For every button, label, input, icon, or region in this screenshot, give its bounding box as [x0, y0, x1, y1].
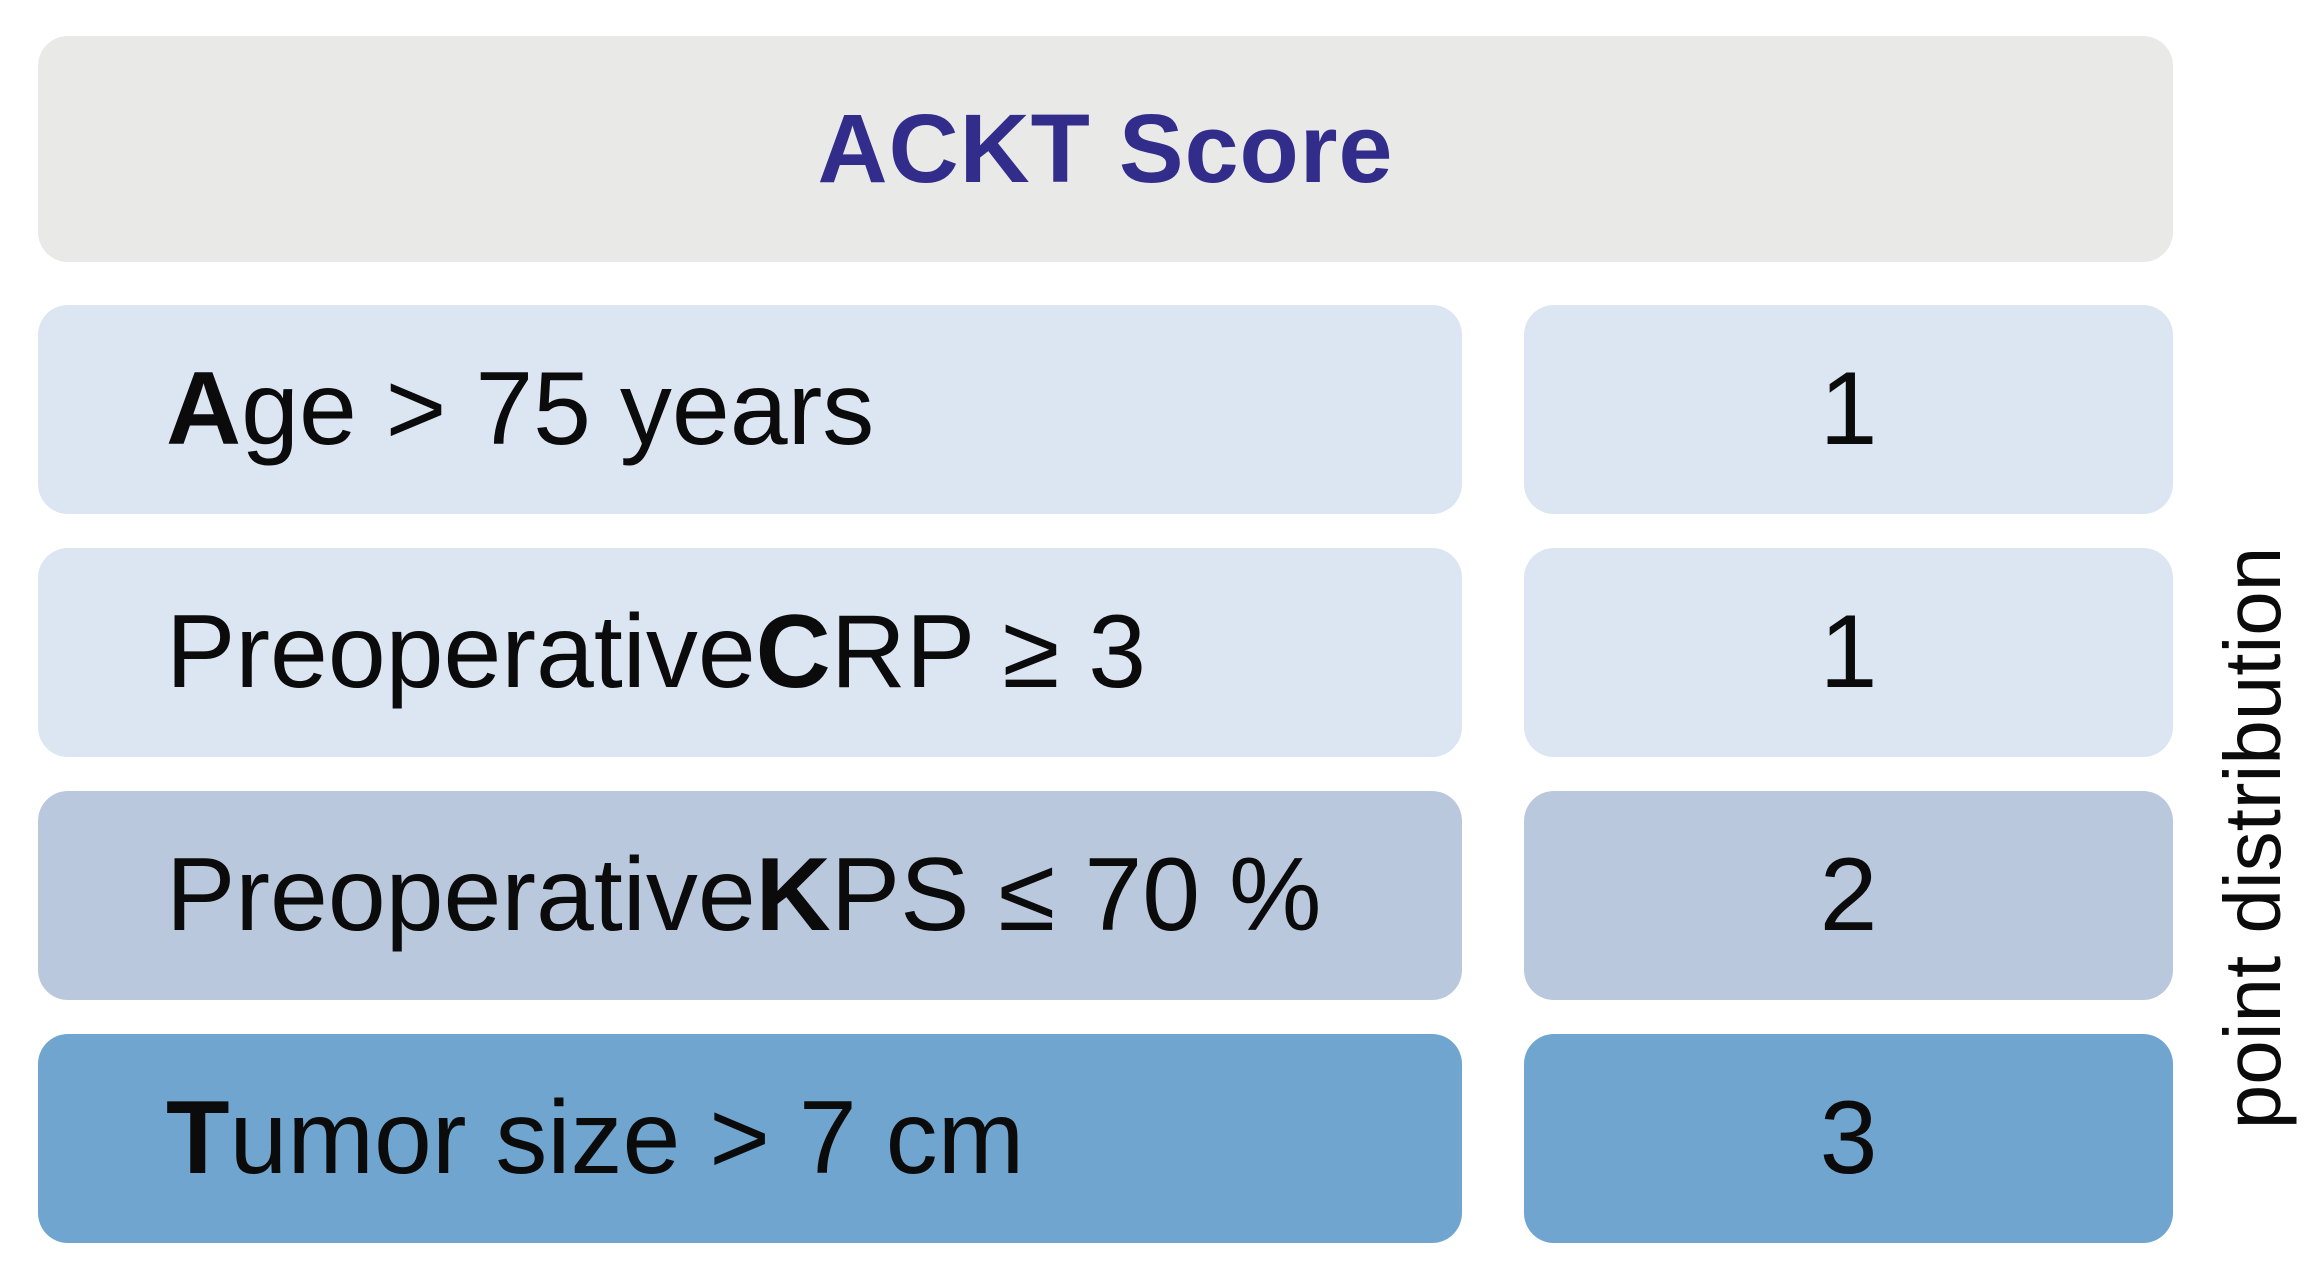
criterion-text-suffix: umor size > 7 cm [229, 1080, 1025, 1196]
points-value: 1 [1819, 594, 1878, 710]
criterion-bold-letter: C [755, 594, 831, 710]
criterion-text-suffix: ge > 75 years [241, 351, 875, 467]
score-header: ACKT Score [38, 36, 2173, 262]
points-cell-kps: 2 [1524, 791, 2173, 1000]
points-value: 2 [1819, 837, 1878, 953]
score-title: ACKT Score [817, 94, 1394, 203]
criterion-text-suffix: PS ≤ 70 % [830, 837, 1322, 953]
points-cell-tumor-size: 3 [1524, 1034, 2173, 1243]
criterion-bold-letter: K [755, 837, 831, 953]
column-gap [1462, 305, 1524, 514]
column-gap [1462, 791, 1524, 1000]
point-distribution-axis-label: point distribution [2208, 546, 2297, 1130]
criterion-bold-letter: A [166, 351, 242, 467]
score-row-crp: Preoperative C RP ≥ 3 1 [38, 548, 2173, 757]
criterion-text-prefix: Preoperative [166, 594, 756, 710]
score-row-kps: Preoperative K PS ≤ 70 % 2 [38, 791, 2173, 1000]
points-value: 3 [1819, 1080, 1878, 1196]
points-value: 1 [1819, 351, 1878, 467]
criterion-text-suffix: RP ≥ 3 [830, 594, 1147, 710]
points-cell-age: 1 [1524, 305, 2173, 514]
column-gap [1462, 548, 1524, 757]
points-cell-crp: 1 [1524, 548, 2173, 757]
criterion-bold-letter: T [166, 1080, 230, 1196]
criterion-label-kps: Preoperative K PS ≤ 70 % [38, 791, 1462, 1000]
column-gap [1462, 1034, 1524, 1243]
criterion-text-prefix: Preoperative [166, 837, 756, 953]
criterion-label-crp: Preoperative C RP ≥ 3 [38, 548, 1462, 757]
